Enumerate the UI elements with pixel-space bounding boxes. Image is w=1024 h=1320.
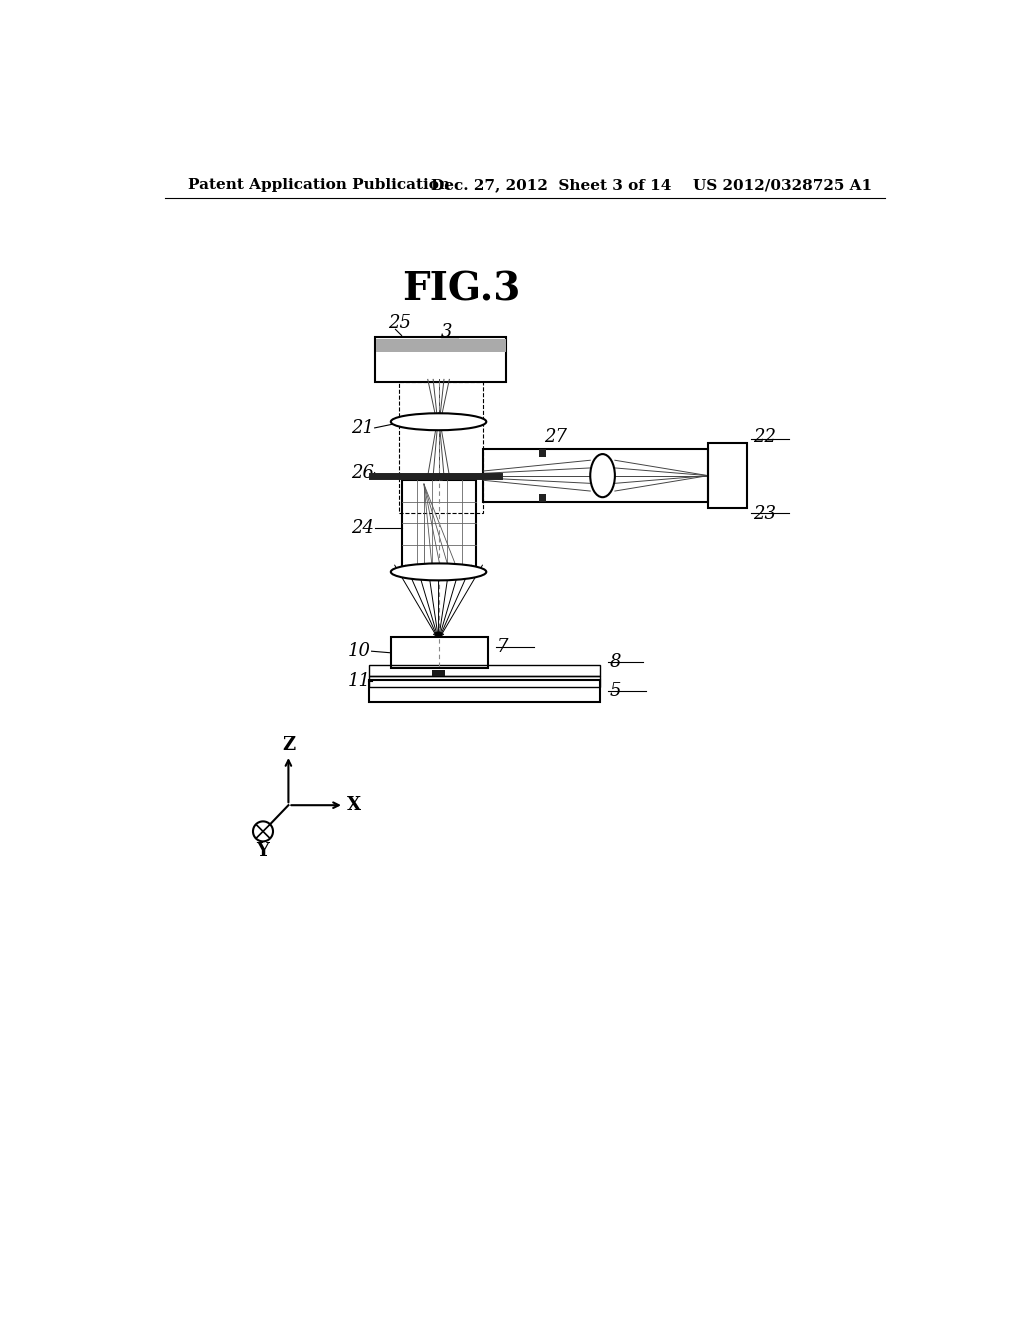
Bar [391, 638, 487, 668]
Text: 27: 27 [544, 428, 567, 446]
Text: 5: 5 [609, 682, 621, 700]
Text: FIG.3: FIG.3 [402, 271, 521, 309]
Text: 3: 3 [440, 322, 452, 341]
Bar [398, 381, 483, 512]
Bar [432, 669, 445, 676]
Ellipse shape [590, 454, 614, 498]
Text: Dec. 27, 2012  Sheet 3 of 14: Dec. 27, 2012 Sheet 3 of 14 [431, 178, 672, 193]
Bar [539, 494, 547, 502]
Ellipse shape [391, 413, 486, 430]
Text: Z: Z [282, 737, 295, 754]
Text: 22: 22 [753, 428, 776, 446]
Text: 21: 21 [351, 418, 374, 437]
Bar [708, 444, 746, 508]
Text: Y: Y [257, 842, 269, 859]
Bar [370, 665, 600, 676]
Bar [370, 676, 600, 686]
Bar [370, 681, 600, 702]
Text: 7: 7 [497, 638, 509, 656]
Text: 11: 11 [348, 672, 371, 690]
Bar [539, 449, 547, 457]
Text: 23: 23 [753, 506, 776, 523]
Bar [402, 480, 476, 566]
Ellipse shape [391, 564, 486, 581]
Bar [376, 339, 506, 352]
Text: 10: 10 [348, 643, 371, 660]
Text: Patent Application Publication: Patent Application Publication [188, 178, 451, 193]
Bar [483, 450, 708, 502]
Text: 8: 8 [609, 653, 621, 671]
Text: 24: 24 [351, 519, 374, 537]
Bar [376, 337, 506, 381]
Text: X: X [347, 796, 360, 814]
Text: US 2012/0328725 A1: US 2012/0328725 A1 [692, 178, 871, 193]
Text: 25: 25 [388, 314, 412, 333]
Text: 26: 26 [351, 463, 374, 482]
